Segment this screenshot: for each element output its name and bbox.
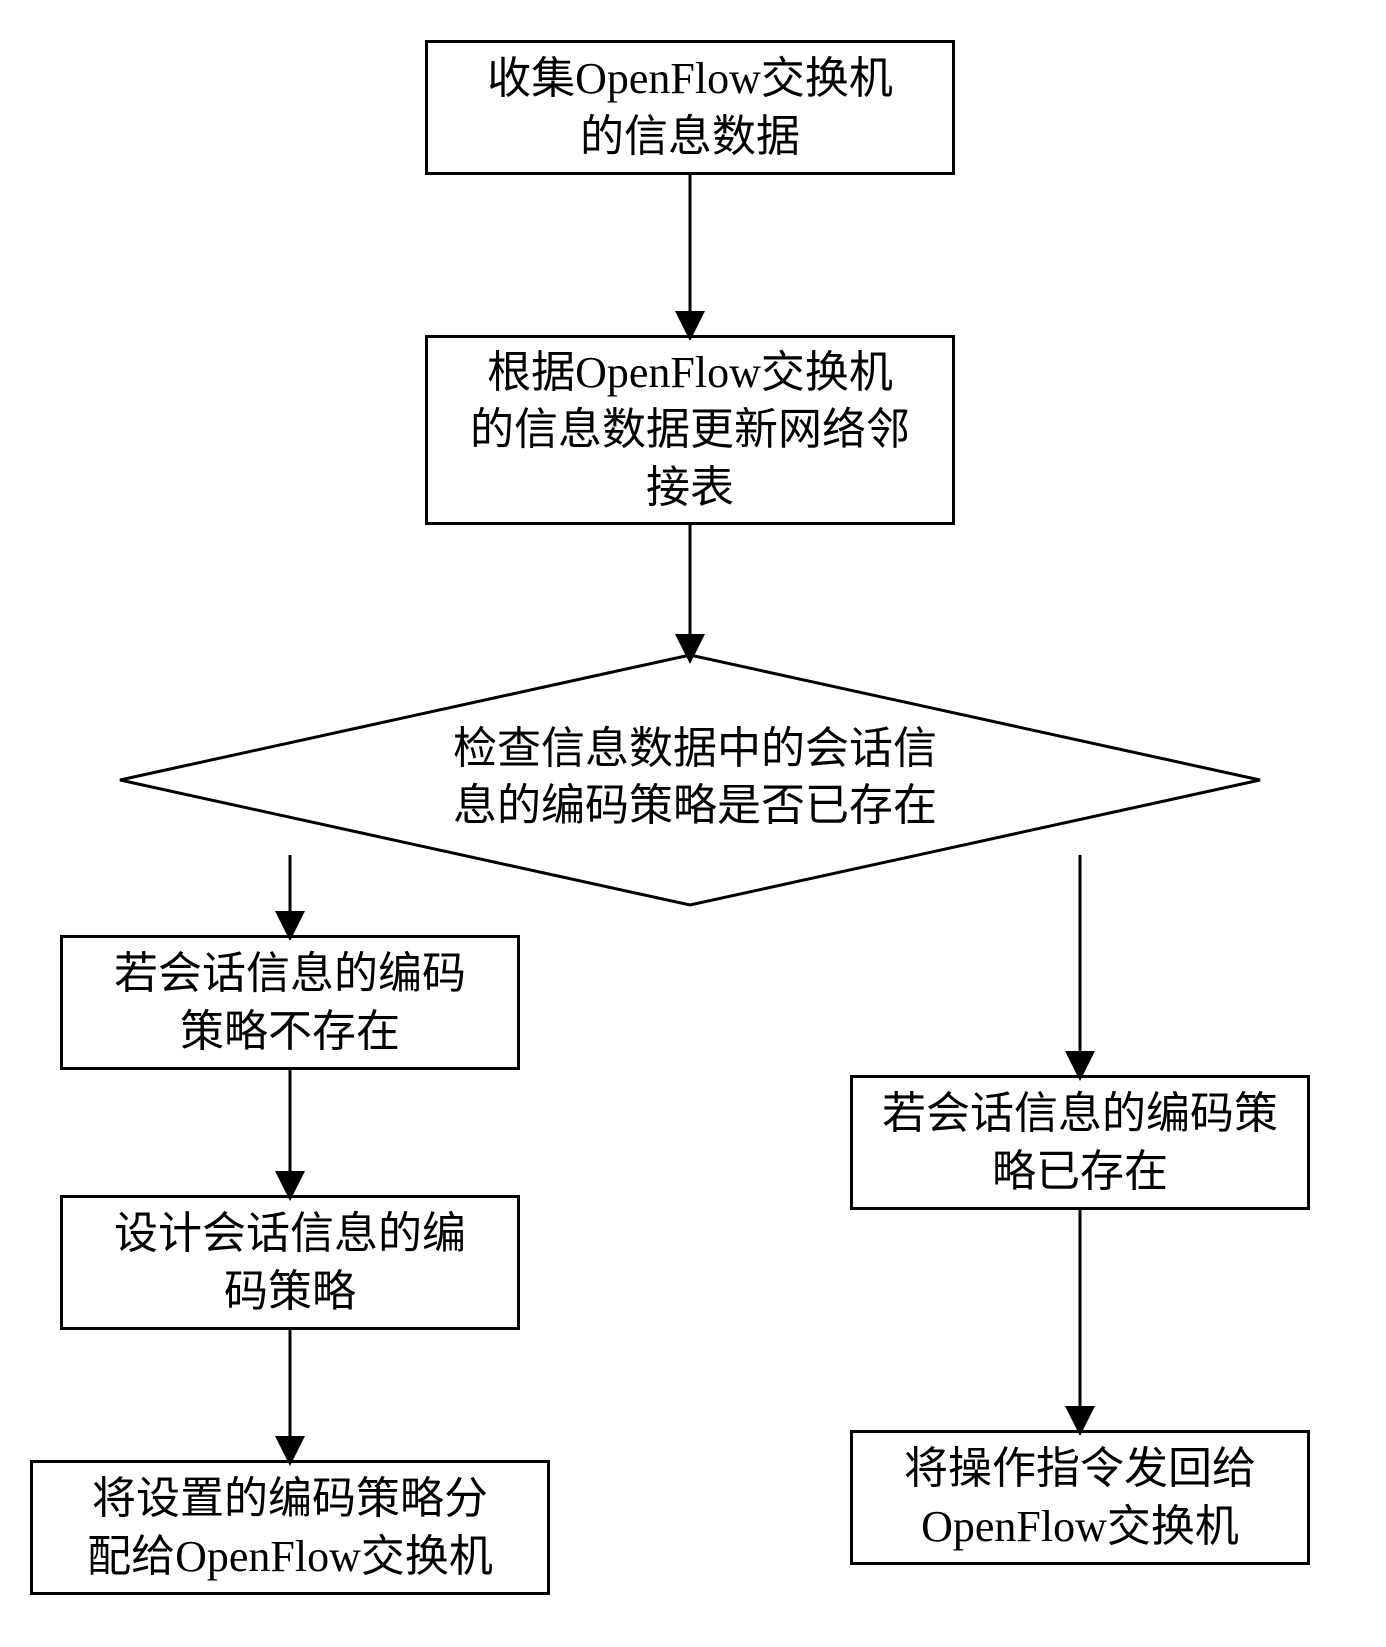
flow-decision-text: 检查信息数据中的会话信 息的编码策略是否已存在 (430, 720, 960, 834)
flow-node-collect: 收集OpenFlow交换机 的信息数据 (425, 40, 955, 175)
flow-node-assign-policy: 将设置的编码策略分 配给OpenFlow交换机 (30, 1460, 550, 1595)
flow-node-text: 若会话信息的编码 策略不存在 (114, 945, 466, 1059)
flow-node-text: 设计会话信息的编 码策略 (114, 1205, 466, 1319)
flow-node-text: 将操作指令发回给 OpenFlow交换机 (904, 1440, 1256, 1554)
flow-node-text: 将设置的编码策略分 配给OpenFlow交换机 (87, 1470, 493, 1584)
flow-node-text: 若会话信息的编码策 略已存在 (882, 1085, 1278, 1199)
flow-node-design-policy: 设计会话信息的编 码策略 (60, 1195, 520, 1330)
flow-node-text: 收集OpenFlow交换机 的信息数据 (487, 50, 893, 164)
flow-node-policy-exists: 若会话信息的编码策 略已存在 (850, 1075, 1310, 1210)
flow-node-text: 根据OpenFlow交换机 的信息数据更新网络邻 接表 (470, 344, 910, 516)
flow-node-policy-not-exist: 若会话信息的编码 策略不存在 (60, 935, 520, 1070)
flow-node-send-command: 将操作指令发回给 OpenFlow交换机 (850, 1430, 1310, 1565)
flow-node-update-table: 根据OpenFlow交换机 的信息数据更新网络邻 接表 (425, 335, 955, 525)
